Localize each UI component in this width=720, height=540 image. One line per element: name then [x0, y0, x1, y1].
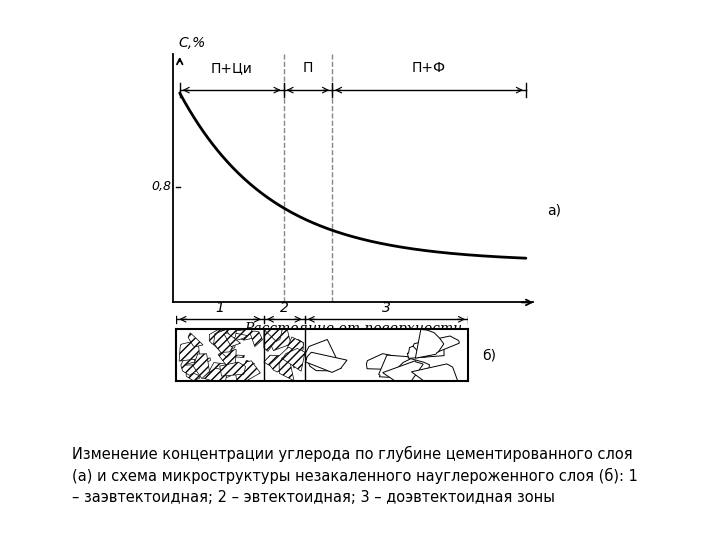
- Polygon shape: [383, 361, 423, 381]
- Polygon shape: [219, 329, 236, 347]
- Text: б): б): [482, 348, 497, 362]
- Polygon shape: [251, 331, 263, 347]
- Polygon shape: [269, 347, 296, 372]
- Text: 3: 3: [382, 301, 391, 315]
- Polygon shape: [185, 358, 210, 365]
- Polygon shape: [287, 340, 304, 368]
- Polygon shape: [208, 362, 230, 380]
- Text: П+Ци: П+Ци: [211, 62, 253, 76]
- Polygon shape: [267, 329, 291, 350]
- Text: 1: 1: [216, 301, 225, 315]
- Text: а): а): [547, 204, 561, 218]
- Text: П+Ф: П+Ф: [412, 62, 446, 76]
- Polygon shape: [366, 354, 404, 370]
- Polygon shape: [411, 364, 459, 381]
- Text: 2: 2: [280, 301, 289, 315]
- Polygon shape: [224, 333, 240, 347]
- Polygon shape: [220, 362, 246, 376]
- Polygon shape: [282, 348, 305, 371]
- Polygon shape: [212, 336, 233, 357]
- Polygon shape: [193, 354, 210, 379]
- Polygon shape: [242, 361, 254, 372]
- Polygon shape: [214, 329, 233, 353]
- Polygon shape: [202, 368, 227, 381]
- Polygon shape: [229, 329, 255, 340]
- Polygon shape: [264, 329, 279, 352]
- Polygon shape: [413, 336, 459, 357]
- Polygon shape: [279, 354, 294, 381]
- Polygon shape: [235, 361, 261, 381]
- Polygon shape: [186, 371, 200, 381]
- Text: Изменение концентрации углерода по глубине цементированного слоя
(а) и схема мик: Изменение концентрации углерода по глуби…: [72, 446, 638, 505]
- Polygon shape: [305, 340, 341, 371]
- Polygon shape: [223, 334, 236, 349]
- Text: 0,8: 0,8: [151, 180, 171, 193]
- Polygon shape: [286, 342, 302, 367]
- Polygon shape: [222, 330, 248, 341]
- Polygon shape: [287, 337, 303, 363]
- Text: П: П: [302, 62, 313, 76]
- Polygon shape: [306, 352, 347, 373]
- Polygon shape: [224, 354, 244, 357]
- Polygon shape: [396, 359, 429, 381]
- Polygon shape: [264, 355, 294, 373]
- Polygon shape: [179, 341, 199, 361]
- Polygon shape: [181, 355, 198, 375]
- Polygon shape: [264, 329, 282, 341]
- Text: С,%: С,%: [178, 36, 205, 50]
- Polygon shape: [415, 329, 444, 358]
- Polygon shape: [188, 333, 203, 347]
- Polygon shape: [408, 339, 444, 359]
- Polygon shape: [218, 349, 236, 367]
- Polygon shape: [210, 329, 228, 344]
- Polygon shape: [379, 355, 411, 378]
- Text: Расстояние от поверхности: Расстояние от поверхности: [244, 322, 462, 336]
